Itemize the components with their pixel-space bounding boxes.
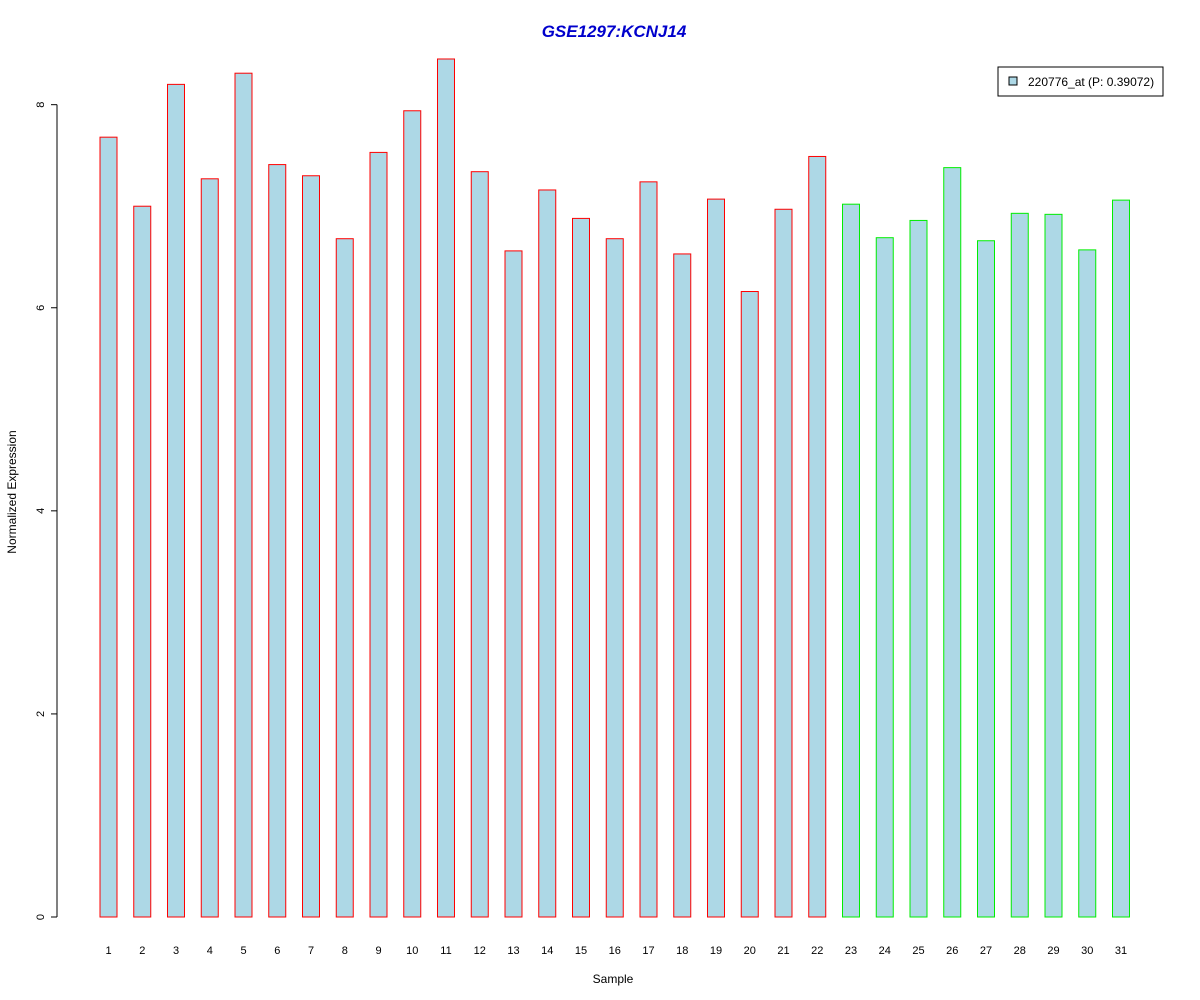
legend: 220776_at (P: 0.39072): [997, 66, 1164, 97]
x-tick-label: 26: [946, 945, 958, 957]
bar-3: [167, 83, 185, 918]
legend-label: 220776_at (P: 0.39072): [1028, 75, 1154, 89]
x-tick-label: 5: [240, 945, 246, 957]
x-tick-label: 4: [207, 945, 213, 957]
x-tick-label: 28: [1014, 945, 1026, 957]
bar-2: [133, 205, 152, 918]
bar-18: [673, 253, 692, 918]
y-tick-label: 8: [35, 102, 47, 108]
bar-23: [842, 203, 860, 918]
x-tick-label: 23: [845, 945, 857, 957]
legend-box: [997, 66, 1164, 97]
bar-19: [707, 198, 725, 918]
x-tick-label: 15: [575, 945, 587, 957]
bar-16: [605, 238, 624, 918]
bar-15: [572, 217, 590, 918]
x-tick-label: 21: [777, 945, 789, 957]
bar-29: [1044, 213, 1063, 918]
x-tick-label: 11: [440, 945, 451, 957]
x-tick-label: 17: [642, 945, 654, 957]
bar-6: [268, 164, 287, 918]
legend-swatch: [1008, 76, 1018, 86]
x-tick-label: 12: [474, 945, 486, 957]
x-tick-label: 2: [139, 945, 145, 957]
bar-21: [774, 208, 793, 918]
y-tick-label: 6: [35, 305, 47, 311]
bar-25: [909, 219, 928, 918]
bar-8: [335, 238, 354, 918]
bar-11: [437, 58, 455, 918]
bar-22: [808, 155, 827, 918]
bar-12: [470, 171, 489, 918]
x-tick-label: 18: [676, 945, 688, 957]
x-tick-label: 13: [507, 945, 519, 957]
bar-4: [200, 178, 219, 918]
x-tick-label: 25: [912, 945, 924, 957]
bar-24: [875, 237, 894, 918]
x-tick-label: 22: [811, 945, 823, 957]
bar-13: [504, 250, 523, 918]
bar-7: [302, 175, 320, 918]
bar-30: [1078, 249, 1097, 918]
x-tick-label: 8: [342, 945, 348, 957]
x-tick-label: 19: [710, 945, 722, 957]
x-tick-label: 30: [1081, 945, 1093, 957]
x-tick-label: 1: [105, 945, 111, 957]
x-tick-label: 14: [541, 945, 553, 957]
bar-5: [234, 72, 253, 918]
x-tick-label: 6: [274, 945, 280, 957]
y-axis: 0 2 4 6 8: [35, 102, 58, 920]
bar-14: [538, 189, 557, 918]
bar-26: [943, 167, 962, 918]
bar-17: [639, 181, 658, 918]
y-tick-label: 4: [35, 508, 47, 514]
bar-31: [1112, 199, 1130, 918]
x-tick-labels: 1 2 3 4 5 6 7 8 9 10 11 12 13 14 15 16 17 18 19 20 21 22 23 24 2…: [105, 945, 1127, 957]
bar-27: [977, 240, 995, 918]
x-tick-label: 24: [879, 945, 891, 957]
bar-9: [369, 151, 388, 918]
x-tick-label: 9: [375, 945, 381, 957]
bar-10: [403, 110, 422, 918]
x-tick-label: 31: [1115, 945, 1127, 957]
x-tick-label: 7: [308, 945, 314, 957]
x-tick-label: 16: [609, 945, 621, 957]
y-axis-label: Normalized Expression: [5, 430, 19, 553]
bar-20: [740, 291, 759, 918]
x-tick-label: 3: [173, 945, 179, 957]
chart-title: GSE1297:KCNJ14: [542, 22, 687, 41]
y-tick-label: 0: [35, 914, 47, 920]
x-tick-label: 20: [744, 945, 756, 957]
x-tick-label: 29: [1047, 945, 1059, 957]
bars-group: [99, 58, 1130, 918]
bar-28: [1010, 212, 1029, 918]
x-tick-label: 10: [406, 945, 418, 957]
x-tick-label: 27: [980, 945, 992, 957]
y-tick-label: 2: [35, 711, 47, 717]
bar-1: [99, 136, 118, 918]
x-axis-label: Sample: [593, 972, 634, 986]
